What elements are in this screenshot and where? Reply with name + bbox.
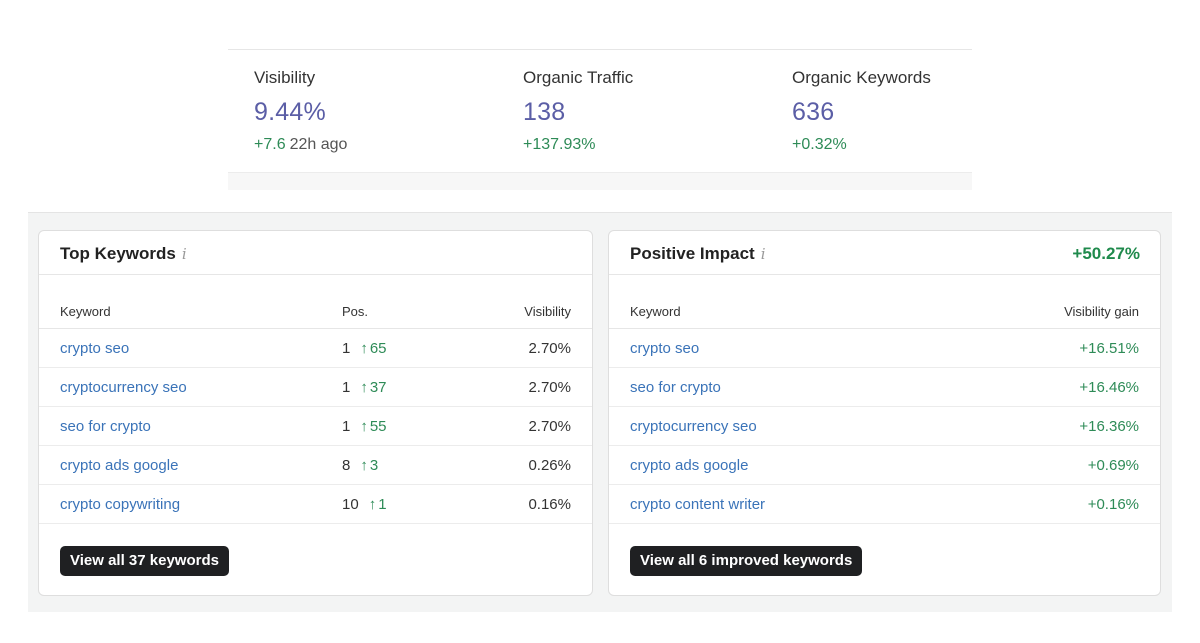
impact-total: +50.27% [1072,244,1140,263]
info-icon[interactable]: i [181,245,187,263]
keyword-link[interactable]: crypto ads google [630,457,749,474]
visibility-gain-value: +0.16% [1087,496,1139,513]
keyword-link[interactable]: crypto seo [60,340,130,357]
keyword-link[interactable]: seo for crypto [630,379,721,396]
position-value: 1 [342,379,351,396]
table-row: crypto copywriting 10 ↑ 1 0.16% [39,485,592,524]
position-cell: 1 ↑ 55 [342,418,387,435]
table-row: seo for crypto 1 ↑ 55 2.70% [39,407,592,446]
table-row: crypto ads google +0.69% [609,446,1160,485]
table-row: cryptocurrency seo 1 ↑ 37 2.70% [39,368,592,407]
arrow-up-icon: ↑ [368,496,377,513]
metric-organic-traffic: Organic Traffic 138 +137.93% [523,68,633,154]
keyword-link[interactable]: cryptocurrency seo [630,418,757,435]
delta-time: 22h ago [289,136,348,153]
panels-area: Top Keywords i Keyword Pos. Visibility cr… [28,212,1172,612]
position-change: 55 [369,418,387,435]
column-header-keyword[interactable]: Keyword [630,304,681,319]
table-row: seo for crypto +16.46% [609,368,1160,407]
metric-value: 636 [792,98,835,126]
keyword-link[interactable]: crypto seo [630,340,700,357]
metric-label: Visibility [254,68,316,87]
card-header: Positive Impact i +50.27% [609,231,1160,275]
card-header: Top Keywords i [39,231,592,275]
table-row: cryptocurrency seo +16.36% [609,407,1160,446]
card-title-text: Positive Impact [630,244,755,263]
keyword-link[interactable]: crypto content writer [630,496,766,513]
position-change: 65 [369,340,387,357]
card-title: Positive Impact i [630,244,766,264]
keyword-link[interactable]: crypto ads google [60,457,179,474]
table-body: crypto seo +16.51% seo for crypto +16.46% cr… [609,329,1160,524]
visibility-value: 2.70% [528,379,571,396]
visibility-gain-value: +0.69% [1087,457,1139,474]
visibility-value: 2.70% [528,340,571,357]
table-header: Keyword Pos. Visibility [39,301,592,329]
metric-visibility: Visibility 9.44% +7.6 22h ago [254,68,347,154]
position-value: 10 [342,496,359,513]
position-cell: 10 ↑ 1 [342,496,387,513]
top-keywords-table: Keyword Pos. Visibility crypto seo 1 ↑ 65 2.… [39,301,592,524]
positive-impact-card: Positive Impact i +50.27% Keyword Visibil… [608,230,1161,596]
arrow-up-icon: ↑ [360,418,368,435]
position-value: 1 [342,418,351,435]
metric-label: Organic Keywords [792,68,931,87]
column-header-keyword[interactable]: Keyword [60,304,111,319]
metric-label: Organic Traffic [523,68,634,87]
table-row: crypto content writer +0.16% [609,485,1160,524]
visibility-gain-value: +16.51% [1079,340,1139,357]
table-row: crypto seo +16.51% [609,329,1160,368]
card-title: Top Keywords i [60,244,187,264]
info-icon[interactable]: i [760,245,766,263]
card-title-text: Top Keywords [60,244,176,263]
table-body: crypto seo 1 ↑ 65 2.70% cryptocurrency seo 1 ↑ 3… [39,329,592,524]
position-change: 3 [369,457,379,474]
column-header-position[interactable]: Pos. [342,304,369,319]
arrow-up-icon: ↑ [360,379,368,396]
position-change: 1 [378,496,387,513]
arrow-up-icon: ↑ [360,457,368,474]
summary-footer [228,172,972,190]
visibility-value: 0.16% [528,496,571,513]
position-cell: 1 ↑ 37 [342,379,387,396]
table-row: crypto ads google 8 ↑ 3 0.26% [39,446,592,485]
top-keywords-card: Top Keywords i Keyword Pos. Visibility cr… [38,230,593,596]
position-cell: 1 ↑ 65 [342,340,387,357]
summary-metrics: Visibility 9.44% +7.6 22h ago Organic Tra… [228,49,972,190]
keyword-link[interactable]: seo for crypto [60,418,151,435]
metric-delta: +7.6 22h ago [254,136,347,154]
visibility-value: 0.26% [528,457,571,474]
delta-value: +7.6 [254,136,286,153]
table-header: Keyword Visibility gain [609,301,1160,329]
visibility-value: 2.70% [528,418,571,435]
column-header-visibility-gain[interactable]: Visibility gain [1064,304,1139,319]
metric-organic-keywords: Organic Keywords 636 +0.32% [792,68,931,154]
keyword-link[interactable]: cryptocurrency seo [60,379,187,396]
metric-value: 9.44% [254,98,326,126]
column-header-visibility[interactable]: Visibility [524,304,571,319]
keyword-link[interactable]: crypto copywriting [60,496,181,513]
metric-value: 138 [523,98,566,126]
view-all-keywords-button[interactable]: View all 37 keywords [60,546,229,576]
position-cell: 8 ↑ 3 [342,457,378,474]
table-row: crypto seo 1 ↑ 65 2.70% [39,329,592,368]
position-value: 8 [342,457,351,474]
visibility-gain-value: +16.36% [1079,418,1139,435]
positive-impact-table: Keyword Visibility gain crypto seo +16.51… [609,301,1160,524]
view-improved-keywords-button[interactable]: View all 6 improved keywords [630,546,863,576]
position-change: 37 [369,379,387,396]
metric-delta: +137.93% [523,136,596,153]
arrow-up-icon: ↑ [360,340,368,357]
visibility-gain-value: +16.46% [1079,379,1139,396]
position-value: 1 [342,340,351,357]
metric-delta: +0.32% [792,136,847,153]
